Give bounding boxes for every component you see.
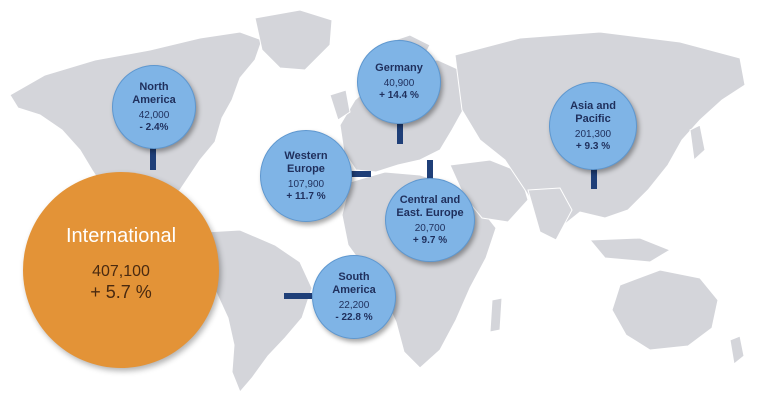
region-value: 22,200 (338, 299, 370, 311)
region-bubble-western-europe: Western Europe 107,900 + 11.7 % (260, 130, 352, 222)
landmass-australia (611, 269, 719, 351)
region-name-line1: North (139, 80, 169, 93)
region-name-line1: Asia and (570, 99, 616, 112)
international-change: + 5.7 % (90, 281, 152, 302)
region-change: - 2.4% (139, 121, 169, 133)
region-bubble-south-america: South America 22,200 - 22.8 % (312, 255, 396, 339)
region-name-line2: East. Europe (396, 206, 464, 219)
connector-north-america (150, 145, 156, 170)
landmass-south-america (204, 229, 313, 393)
landmass-new-zealand (729, 335, 745, 365)
region-bubble-central-east-europe: Central and East. Europe 20,700 + 9.7 % (385, 178, 475, 262)
connector-central-east-europe (427, 160, 433, 182)
region-value: 42,000 (138, 109, 170, 121)
region-change: - 22.8 % (335, 311, 373, 323)
region-change: + 11.7 % (286, 190, 326, 202)
region-change: + 9.3 % (575, 140, 611, 152)
landmass-greenland (254, 9, 333, 71)
region-name-line1: South (338, 270, 370, 283)
region-value: 201,300 (574, 128, 612, 140)
landmass-uk (329, 89, 351, 121)
connector-asia-pacific (591, 165, 597, 189)
region-name-line2: America (132, 93, 176, 106)
landmass-indonesia (588, 237, 672, 263)
international-value: 407,100 (92, 262, 150, 280)
region-name-line2: America (332, 283, 376, 296)
landmass-japan (689, 124, 706, 162)
connector-western-europe (351, 171, 371, 177)
landmass-india (527, 187, 573, 241)
region-change: + 9.7 % (412, 234, 448, 246)
region-value: 40,900 (383, 78, 415, 89)
region-change: + 14.4 % (379, 90, 419, 101)
region-bubble-germany: Germany 40,900 + 14.4 % (357, 40, 441, 124)
landmass-madagascar (489, 297, 503, 333)
region-name-line1: Western (284, 149, 328, 162)
region-name-line1: Central and (399, 193, 461, 206)
international-label: International (65, 224, 177, 247)
international-bubble: International 407,100 + 5.7 % (23, 172, 219, 368)
region-value: 107,900 (287, 178, 325, 190)
region-bubble-asia-pacific: Asia and Pacific 201,300 + 9.3 % (549, 82, 637, 170)
region-name-line2: Pacific (575, 112, 611, 125)
connector-south-america (284, 293, 312, 299)
region-name-line1: Germany (375, 62, 423, 74)
region-name-line2: Europe (287, 162, 325, 175)
connector-germany (397, 124, 403, 144)
region-value: 20,700 (414, 222, 446, 234)
region-bubble-north-america: North America 42,000 - 2.4% (112, 65, 196, 149)
